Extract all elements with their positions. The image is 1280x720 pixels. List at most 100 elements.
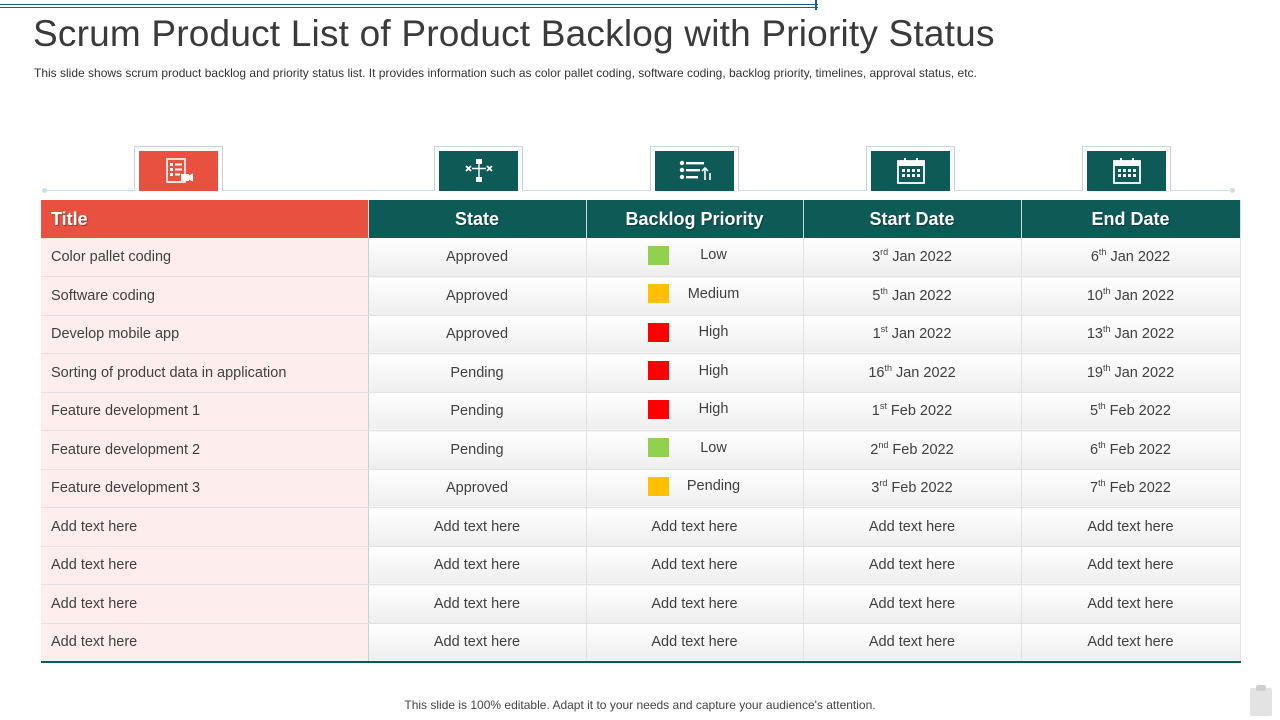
icon-baseline — [44, 190, 1234, 191]
start-month-year: Feb 2022 — [887, 480, 953, 497]
end-day: 10 — [1086, 287, 1103, 304]
start-ordinal: rd — [880, 247, 889, 258]
cell-state: Add text here — [368, 546, 587, 585]
cell-end-date: 6th Jan 2022 — [1021, 238, 1241, 277]
end-ordinal: th — [1098, 478, 1106, 489]
cell-state: Add text here — [368, 507, 587, 547]
cell-priority: Pending — [586, 469, 804, 508]
start-date-column-icon-box — [866, 146, 955, 191]
end-day: Add text here — [1087, 518, 1174, 535]
cell-start-date: Add text here — [803, 507, 1022, 547]
priority-label: Add text here — [651, 595, 738, 612]
cell-state: Pending — [368, 430, 587, 470]
start-ordinal: th — [880, 285, 888, 296]
priority-swatch — [647, 399, 669, 419]
start-day: 1 — [871, 403, 880, 420]
priority-label: High — [698, 324, 729, 341]
cell-end-date: Add text here — [1021, 507, 1241, 547]
checklist-icon — [165, 158, 193, 183]
start-day: Add text here — [868, 595, 956, 612]
cell-priority: Add text here — [586, 546, 804, 585]
priority-label: Low — [700, 439, 727, 456]
table-row: Add text here Add text here Add text here A… — [41, 507, 1241, 547]
cell-start-date: Add text here — [803, 546, 1022, 585]
end-month-year: Feb 2022 — [1105, 441, 1171, 458]
table-row: Feature development 1 Pending High 1st Feb … — [41, 392, 1241, 431]
cell-priority: Medium — [586, 276, 804, 316]
cell-state: Add text here — [368, 584, 587, 624]
start-day: 1 — [872, 326, 881, 343]
start-day: Add text here — [868, 518, 956, 535]
backlog-table: Title State Backlog Priority Start Date … — [41, 200, 1241, 663]
end-day: 5 — [1090, 403, 1099, 420]
end-day: Add text here — [1087, 595, 1174, 612]
priority-label: Add text here — [651, 518, 738, 535]
start-ordinal: rd — [879, 478, 888, 489]
priority-swatch — [647, 245, 669, 265]
cell-start-date: 5th Jan 2022 — [803, 276, 1022, 316]
start-day: 16 — [868, 364, 885, 381]
cell-priority: Add text here — [586, 584, 804, 624]
cell-end-date: Add text here — [1021, 584, 1241, 624]
start-month-year: Jan 2022 — [887, 287, 952, 304]
title-column-icon-box — [134, 146, 223, 191]
flow-icon — [464, 159, 493, 182]
table-row: Sorting of product data in application Pe… — [41, 353, 1241, 393]
start-day: Add text here — [868, 634, 956, 650]
cell-state: Pending — [368, 392, 587, 431]
cell-title: Software coding — [41, 276, 369, 316]
priority-column-icon-box — [650, 146, 739, 191]
priority-swatch — [647, 284, 669, 304]
priority-label: High — [698, 401, 729, 418]
cell-priority: High — [586, 392, 804, 431]
table-row: Color pallet coding Approved Low 3rd Jan 20… — [41, 238, 1241, 277]
end-ordinal: th — [1098, 247, 1107, 258]
end-ordinal: th — [1102, 324, 1111, 335]
table-row: Software coding Approved Medium 5th Jan 202… — [41, 276, 1241, 316]
clipboard-icon — [1250, 685, 1272, 716]
priority-swatch — [647, 438, 669, 458]
priority-label: Add text here — [651, 557, 738, 574]
end-day: 13 — [1086, 326, 1103, 343]
cell-start-date: Add text here — [803, 623, 1022, 663]
cell-start-date: 1st Jan 2022 — [803, 315, 1022, 354]
state-column-icon-box — [434, 146, 523, 191]
end-ordinal: th — [1102, 362, 1111, 373]
top-rule-end-mark — [815, 0, 817, 10]
start-day: 2 — [870, 441, 879, 458]
priority-label: Pending — [686, 478, 741, 495]
start-day: Add text here — [868, 557, 956, 574]
cell-start-date: 16th Jan 2022 — [803, 353, 1022, 393]
start-ordinal: st — [880, 324, 888, 335]
cell-start-date: 3rd Feb 2022 — [803, 469, 1022, 508]
header-start-date: Start Date — [803, 200, 1022, 238]
cell-title: Develop mobile app — [41, 315, 369, 354]
cell-title: Feature development 2 — [41, 430, 369, 470]
cell-end-date: 5th Feb 2022 — [1021, 392, 1241, 431]
start-day: 3 — [872, 249, 881, 265]
header-end-date: End Date — [1021, 200, 1241, 238]
priority-swatch — [647, 476, 669, 496]
table-row: Develop mobile app Approved High 1st Jan 20… — [41, 315, 1241, 354]
start-ordinal: th — [884, 362, 892, 373]
end-month-year: Jan 2022 — [1110, 326, 1175, 343]
end-month-year: Jan 2022 — [1110, 287, 1175, 304]
cell-title: Add text here — [41, 623, 369, 663]
priority-swatch — [647, 322, 669, 342]
cell-title: Add text here — [41, 546, 369, 585]
baseline-dot-right — [1230, 188, 1235, 193]
table-header-row: Title State Backlog Priority Start Date … — [41, 200, 1241, 238]
cell-end-date: 10th Jan 2022 — [1021, 276, 1241, 316]
cell-priority: Low — [586, 238, 804, 277]
cell-state: Approved — [368, 238, 587, 277]
priority-label: High — [698, 362, 729, 379]
end-day: 6 — [1090, 249, 1099, 265]
end-month-year: Jan 2022 — [1106, 249, 1171, 265]
calendar-icon — [1112, 158, 1141, 184]
cell-state: Approved — [368, 276, 587, 316]
cell-end-date: Add text here — [1021, 546, 1241, 585]
start-month-year: Jan 2022 — [888, 249, 952, 265]
cell-start-date: 2nd Feb 2022 — [803, 430, 1022, 470]
cell-state: Approved — [368, 315, 587, 354]
header-title: Title — [41, 200, 369, 238]
